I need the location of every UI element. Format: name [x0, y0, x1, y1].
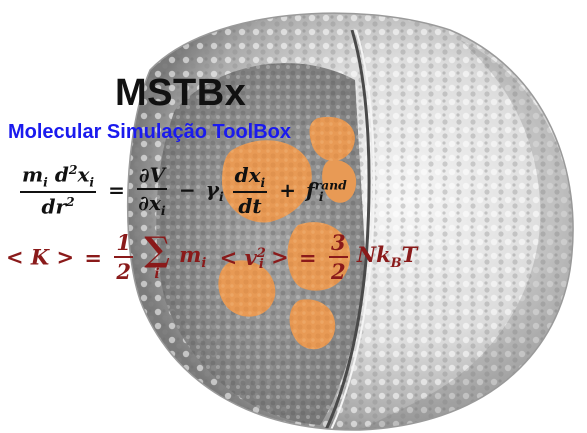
- velocity-fraction: dxi dt: [232, 162, 268, 218]
- acceleration-fraction: mi d2xi dr2: [20, 162, 97, 219]
- potential-gradient-fraction: ∂V ∂xi: [136, 162, 168, 218]
- langevin-equation: mi d2xi dr2 = ∂V ∂xi − γi dxi dt + frand…: [20, 162, 347, 219]
- app-subtitle: Molecular Simulação ToolBox: [8, 121, 292, 143]
- app-title: MSTBx: [115, 72, 247, 114]
- summation-symbol: ∑ i: [144, 230, 170, 282]
- cut-edge: [323, 29, 371, 431]
